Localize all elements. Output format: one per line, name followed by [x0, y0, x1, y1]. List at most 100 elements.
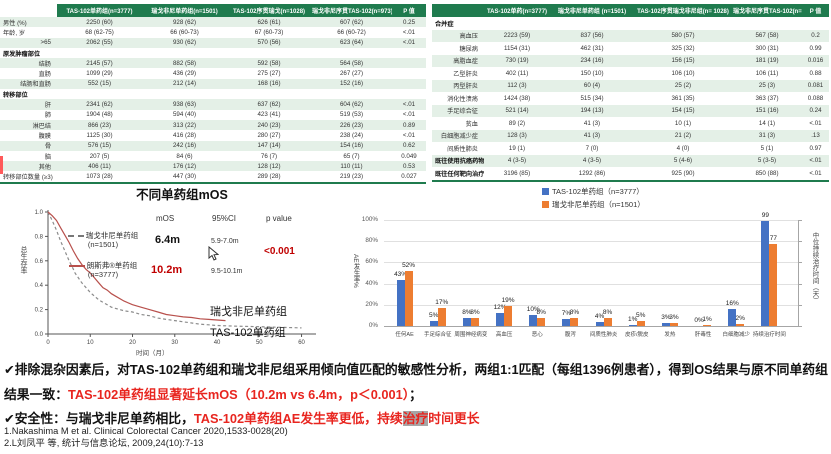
- column-header: 瑞戈非尼序贯TAS-102(n=973): [732, 4, 802, 17]
- bar-regorafenib: [603, 317, 612, 326]
- y-tick-label: 0.0: [35, 332, 44, 338]
- column-header: TAS-102单药组(n=3777): [57, 4, 142, 17]
- row-label: 糖尿病: [459, 45, 478, 53]
- table-cell: 65 (7): [343, 152, 360, 160]
- bar-value-label: 77: [769, 235, 778, 243]
- table-cell: 25 (2): [634, 79, 732, 92]
- bar-value-label: 99: [761, 212, 770, 220]
- ae-y-axis-label: AE发生率%: [352, 254, 359, 288]
- gridline: [384, 283, 798, 285]
- table-cell: [550, 17, 634, 30]
- table-cell: 112 (3): [484, 79, 550, 92]
- y-tick-label: 0.6: [35, 259, 44, 265]
- table-cell: 406 (11): [57, 161, 142, 172]
- table-cell: 31 (3): [732, 129, 802, 142]
- table-header-row: TAS-102单药组(n=3777) 瑞戈非尼单药组(n=1501) TAS-102…: [0, 4, 426, 17]
- x-category-label: 高血压: [495, 332, 513, 338]
- table-cell: 4 (3-5): [550, 154, 634, 167]
- table-row: 淋巴结 866 (23) 313 (22) 240 (23) 226 (23) 0.89: [0, 119, 426, 131]
- table-cell: 361 (35): [671, 94, 695, 102]
- dashed-line-swatch: [67, 235, 84, 238]
- table-cell: 4 (0): [676, 144, 690, 152]
- table-cell: [142, 89, 227, 99]
- bar-value-label: 43%: [394, 271, 408, 279]
- bar-regorafenib: [537, 317, 546, 326]
- y-tick-label: 1.0: [35, 210, 44, 216]
- x-category-label: 肝毒性: [694, 332, 712, 338]
- row-label: 淋巴结: [0, 119, 57, 131]
- row-label: 腹膜: [38, 132, 51, 140]
- bar-value-label: 8%: [462, 308, 472, 316]
- table-cell: 363 (37): [755, 94, 779, 102]
- table-cell: 580 (57): [634, 29, 732, 42]
- bar-regorafenib: [636, 320, 645, 326]
- table-cell: 212 (14): [142, 78, 227, 90]
- table-cell: 576 (15): [57, 140, 142, 151]
- table-cell: 567 (58): [732, 29, 802, 42]
- reference-2: 2.L刘凤平 等, 统计与信息论坛, 2009,24(10):7-13: [4, 437, 204, 448]
- table-cell: 41 (3): [583, 119, 601, 127]
- table-cell: 168 (16): [227, 78, 311, 90]
- table-cell: 882 (58): [142, 58, 227, 69]
- table-cell: 594 (40): [172, 111, 197, 119]
- table-cell: 607 (62): [311, 17, 392, 28]
- table-cell: 730 (19): [484, 54, 550, 67]
- row-label: 贫血: [465, 120, 478, 128]
- table-header-row: TAS-102单药(n=3777) 瑞戈非尼单药组 (n=1501) TAS-102…: [432, 4, 829, 17]
- row-label: 脑: [44, 153, 51, 161]
- table-cell: 462 (31): [580, 44, 604, 52]
- table-cell: 110 (11): [311, 161, 392, 172]
- legend-swatch-blue: [542, 188, 549, 195]
- row-label: 消化性溃疡: [447, 95, 478, 103]
- table-cell: 423 (41): [257, 111, 281, 119]
- table-cell: 240 (23): [227, 119, 311, 131]
- km-curve-label-regorafenib: 瑞戈非尼单药组: [210, 306, 287, 318]
- km-ci-tas102: 9.5-10.1m: [211, 268, 243, 275]
- table-cell: 106 (10): [671, 69, 695, 77]
- table-cell: 151 (16): [732, 104, 802, 117]
- bar-regorafenib: [404, 270, 413, 326]
- km-legend-header-p: p value: [266, 214, 292, 223]
- table-row: 乙型肝炎 402 (11) 150 (10) 106 (10) 106 (11) 0.88: [432, 67, 829, 80]
- table-cell: 0.89: [392, 119, 426, 131]
- bar-value-label: 8%: [569, 308, 580, 316]
- table-cell: 592 (58): [227, 58, 311, 69]
- row-label: 丙型肝炎: [432, 79, 484, 92]
- table-row: 白细胞减少症 128 (3) 41 (3) 21 (2) 31 (3) .13: [432, 129, 829, 142]
- km-p-value: <0.001: [264, 246, 295, 257]
- table-cell: 89 (2): [508, 119, 526, 127]
- bar-tas102: [595, 321, 604, 326]
- bar-value-label: 8%: [536, 308, 546, 316]
- table-cell: 66 (60-73): [170, 28, 199, 36]
- table-cell: 7 (0): [585, 144, 599, 152]
- row-label: 高血压: [432, 29, 484, 42]
- column-header: [0, 4, 57, 17]
- table-row: 手足综合征 521 (14) 194 (13) 154 (15) 151 (16) 0.2…: [432, 104, 829, 117]
- table-cell: 925 (90): [671, 169, 695, 177]
- bar-regorafenib: [437, 307, 446, 326]
- row-label: 原发肿瘤部位: [3, 50, 41, 58]
- column-header: 瑞戈非尼单药组 (n=1501): [550, 4, 634, 17]
- row-label: 直肠: [38, 71, 51, 79]
- table-cell: 2062 (55): [57, 37, 142, 48]
- bar-tas102: [529, 315, 538, 326]
- column-header: 瑞戈非尼序贯TAS-102(n=973): [311, 4, 392, 17]
- table-cell: [142, 48, 227, 58]
- x-tick-label: 40: [214, 340, 221, 346]
- table-cell: 0.25: [392, 17, 426, 28]
- table-cell: 238 (24): [339, 131, 364, 139]
- legend-item-tas102: TAS-102单药组（n=3777）: [542, 186, 644, 197]
- gridline: [384, 262, 798, 264]
- table-cell: [802, 17, 829, 30]
- table-cell: 0.62: [392, 140, 426, 151]
- bar-regorafenib: [470, 317, 479, 326]
- table-cell: 0.53: [392, 161, 426, 172]
- table-cell: [227, 48, 311, 58]
- table-cell: <.01: [809, 169, 822, 177]
- table-cell: 66 (60-72): [337, 28, 366, 36]
- table-cell: 0.027: [401, 173, 417, 181]
- table-cell: 275 (27): [257, 70, 281, 78]
- table-cell: 76 (7): [260, 152, 278, 160]
- table-cell: 19 (1): [508, 144, 526, 152]
